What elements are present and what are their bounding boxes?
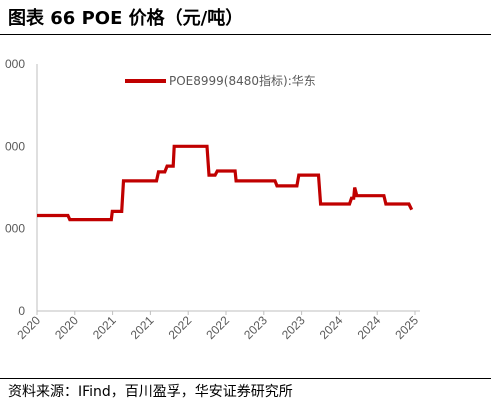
x-tick-label: 2025	[392, 313, 421, 342]
y-tick-label: 0	[18, 304, 25, 318]
x-tick-label: 2022	[203, 313, 232, 342]
y-tick-label: 000	[5, 57, 25, 71]
x-tick-label: 2023	[241, 313, 270, 342]
x-tick-label: 2023	[279, 313, 308, 342]
x-tick-label: 2022	[166, 313, 195, 342]
x-tick-label: 2024	[355, 313, 384, 342]
x-axis-ticks: 2020 2020 2021 2021 2022 2022 2023 2023 2024 2024…	[14, 311, 421, 342]
series-group	[37, 144, 414, 222]
source-divider	[0, 378, 491, 379]
chart-title: 图表 66 POE 价格（元/吨）	[8, 8, 244, 29]
legend-label: POE8999(8480指标):华东	[169, 73, 316, 88]
x-tick-label: 2021	[90, 313, 119, 342]
x-tick-label: 2024	[317, 313, 346, 342]
y-tick-label: 000	[5, 139, 25, 153]
source-note: 资料来源：IFind，百川盈孚，华安证券研究所	[8, 384, 293, 400]
legend: POE8999(8480指标):华东	[125, 73, 316, 88]
series-line-poe8999	[37, 144, 414, 222]
y-tick-label: 000	[5, 222, 25, 236]
title-divider	[0, 34, 491, 35]
x-tick-label: 2020	[52, 313, 81, 342]
x-tick-label: 2021	[128, 313, 157, 342]
